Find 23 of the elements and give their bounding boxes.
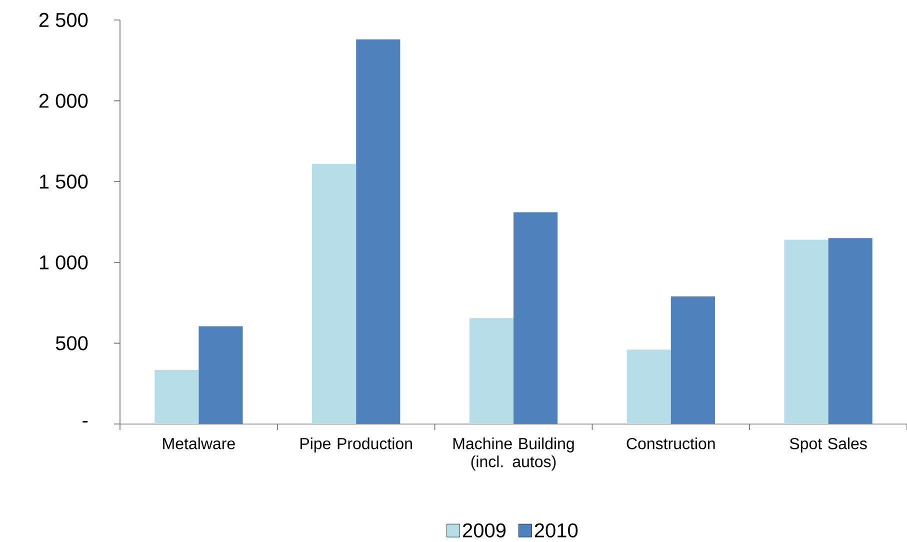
bar bbox=[626, 350, 671, 424]
bar bbox=[356, 39, 400, 424]
x-tick-label: Metalware bbox=[163, 438, 235, 450]
bar bbox=[784, 240, 828, 424]
y-tick-label: 2 500 bbox=[39, 12, 88, 28]
bar bbox=[198, 326, 243, 424]
y-tick-label: 1 000 bbox=[40, 255, 88, 270]
x-tick-label: Machine Building (incl. autos) bbox=[453, 438, 574, 470]
x-tick-label: Construction bbox=[626, 438, 715, 450]
x-tick-label: Pipe Production bbox=[300, 438, 412, 452]
bar bbox=[828, 238, 872, 424]
bar bbox=[514, 212, 558, 424]
y-tick-label: 1 500 bbox=[40, 174, 88, 189]
y-tick-label: 500 bbox=[56, 336, 88, 350]
bar bbox=[154, 370, 199, 424]
x-tick-label: Spot Sales bbox=[790, 438, 867, 452]
bar bbox=[469, 318, 514, 424]
y-tick-label: 2 000 bbox=[39, 94, 88, 108]
bar bbox=[670, 296, 715, 424]
bar bbox=[312, 164, 356, 424]
y-tick-label: - bbox=[82, 420, 88, 423]
legend-label: 2009 bbox=[463, 523, 506, 538]
legend-label: 2010 bbox=[534, 523, 578, 538]
